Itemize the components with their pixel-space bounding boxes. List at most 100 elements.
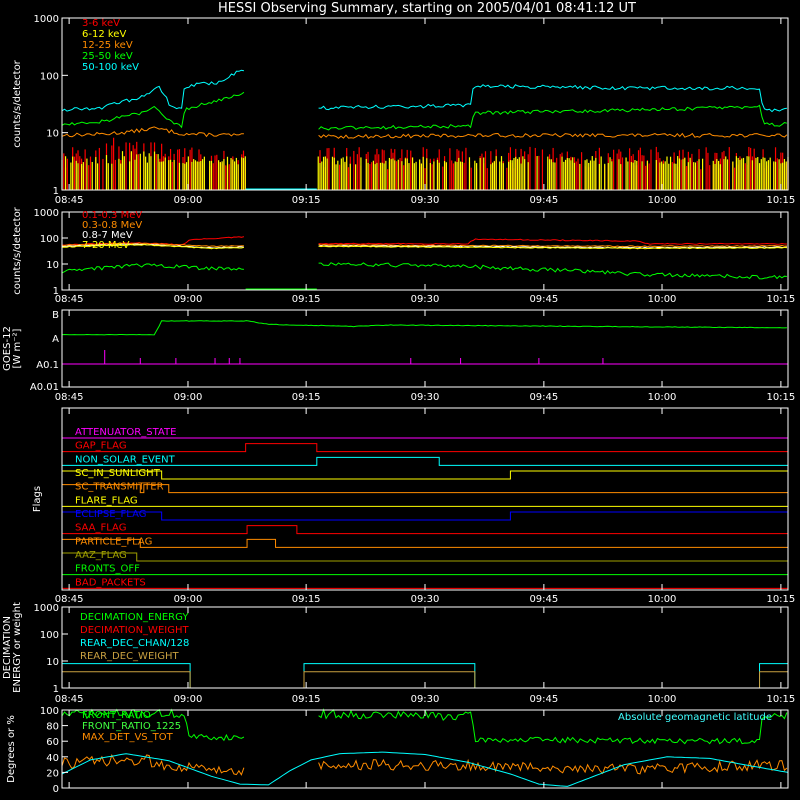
flag-label: FLARE_FLAG xyxy=(75,495,138,506)
highE-legend-item: 0.3-0.8 MeV xyxy=(82,220,142,231)
lowE-series-12-25 keV xyxy=(61,126,788,139)
geo-legend-item: MAX_DET_VS_TOT xyxy=(82,732,174,743)
flags-time-label: 08:45 xyxy=(55,594,84,605)
lowE-ytick-label: 10 xyxy=(46,129,59,140)
goes-time-label: 09:15 xyxy=(292,392,321,403)
lowE-legend-item: 3-6 keV xyxy=(82,18,120,29)
highE-time-label: 09:00 xyxy=(174,294,203,305)
decim-ytick-label: 1 xyxy=(53,684,59,695)
flag-label: GAP_FLAG xyxy=(75,441,127,452)
decim-ytick-label: 100 xyxy=(40,630,59,641)
geo-legend-item: FRONT_RATIO_1225 xyxy=(82,721,181,732)
goes-series-green xyxy=(61,320,787,336)
flag-label: AAZ_FLAG xyxy=(75,550,127,561)
flag-line-particle_flag xyxy=(61,538,788,548)
highE-legend-item: 7-20 MeV xyxy=(82,240,130,251)
geo-legend-item: FRONT_RATIO xyxy=(82,710,151,721)
lowE-ytick-label: 1000 xyxy=(34,14,59,25)
decim-time-label: 10:00 xyxy=(648,694,677,705)
lowE-series-25-50 keV xyxy=(61,91,788,131)
flags-time-label: 09:15 xyxy=(292,594,321,605)
goes-time-label: 08:45 xyxy=(55,392,84,403)
decim-time-label: 09:45 xyxy=(529,694,558,705)
goes-ylabel: GOES-12 xyxy=(2,326,13,371)
flag-line-sc_transmitter xyxy=(61,484,788,494)
decim-ytick-label: 1000 xyxy=(34,603,59,614)
highE-ytick-label: 10 xyxy=(46,260,59,271)
flags-time-label: 10:15 xyxy=(766,594,795,605)
lowE-time-label: 10:00 xyxy=(648,195,677,206)
flags-time-label: 09:45 xyxy=(529,594,558,605)
lowE-series-50-100 keV xyxy=(61,69,787,113)
goes-time-label: 10:15 xyxy=(766,392,795,403)
lowE-legend-item: 6-12 keV xyxy=(82,29,126,40)
geo-ytick-label: 100 xyxy=(40,706,59,717)
geo-series-latitude xyxy=(61,751,789,787)
flag-label: SC_IN_SUNLIGHT xyxy=(75,468,161,479)
decim-ylabel: DECIMATION xyxy=(2,616,13,679)
decim-legend-item: REAR_DEC_CHAN/128 xyxy=(80,638,189,649)
decim-ytick-label: 10 xyxy=(46,657,59,668)
highE-series-green xyxy=(61,262,787,280)
lowE-legend-item: 25-50 keV xyxy=(82,51,133,62)
highE-legend-item: 0.1-0.3 MeV xyxy=(82,210,142,221)
highE-time-label: 09:45 xyxy=(529,294,558,305)
flag-line-gap_flag xyxy=(62,443,788,453)
goes-class-label: B xyxy=(52,310,59,321)
lowE-legend-item: 12-25 keV xyxy=(82,40,133,51)
geo-series-max-det xyxy=(61,754,788,776)
lowE-time-label: 08:45 xyxy=(55,195,84,206)
lowE-time-label: 09:15 xyxy=(292,195,321,206)
highE-ytick-label: 100 xyxy=(40,234,59,245)
highE-time-label: 08:45 xyxy=(55,294,84,305)
decim-ylabel: ENERGY or weight xyxy=(12,602,23,693)
decim-series-rear_dec_weight xyxy=(62,671,788,689)
geo-ytick-label: 60 xyxy=(46,737,59,748)
decim-time-label: 09:30 xyxy=(411,694,440,705)
decim-time-label: 09:15 xyxy=(292,694,321,705)
goes-class-label: A0.01 xyxy=(30,382,59,393)
flag-line-eclipse_flag xyxy=(61,511,789,521)
flags-time-label: 09:30 xyxy=(411,594,440,605)
geo-ytick-label: 0 xyxy=(53,784,59,795)
goes-class-label: A0.1 xyxy=(36,360,59,371)
geo-ytick-label: 80 xyxy=(46,722,59,733)
lowE-ylabel: counts/s/detector xyxy=(12,59,23,147)
goes-class-label: A xyxy=(52,334,59,345)
lowE-ytick-label: 1 xyxy=(53,186,59,197)
goes-time-label: 09:00 xyxy=(174,392,203,403)
geo-ytick-label: 40 xyxy=(46,753,59,764)
flag-label: SC_TRANSMITTER xyxy=(75,482,164,493)
geo-ylabel: Degrees or % xyxy=(6,715,17,783)
chart-title: HESSI Observing Summary, starting on 200… xyxy=(218,1,636,16)
geo-annotation: Absolute geomagnetic latitude xyxy=(618,712,772,723)
flags-ylabel: Flags xyxy=(32,486,43,512)
highE-time-label: 10:00 xyxy=(648,294,677,305)
decim-legend-item: DECIMATION_WEIGHT xyxy=(80,625,189,636)
highE-time-label: 09:30 xyxy=(411,294,440,305)
highE-series-7-20 MeV xyxy=(61,243,787,250)
lowE-time-label: 09:30 xyxy=(411,195,440,206)
highE-legend-item: 0.8-7 MeV xyxy=(82,230,133,241)
flag-label: PARTICLE_FLAG xyxy=(75,536,152,547)
decim-time-label: 09:00 xyxy=(174,694,203,705)
flags-time-label: 10:00 xyxy=(648,594,677,605)
goes-time-label: 10:00 xyxy=(648,392,677,403)
highE-time-label: 10:15 xyxy=(766,294,795,305)
flag-label: NON_SOLAR_EVENT xyxy=(75,454,176,465)
flag-line-saa_flag xyxy=(62,525,788,535)
goes-time-label: 09:30 xyxy=(411,392,440,403)
flag-label: FRONTS_OFF xyxy=(75,564,140,575)
flags-time-label: 09:00 xyxy=(174,594,203,605)
decim-time-label: 08:45 xyxy=(55,694,84,705)
lowE-time-label: 10:15 xyxy=(766,195,795,206)
goes-ylabel: [W m⁻²] xyxy=(12,328,23,368)
flag-label: ECLIPSE_FLAG xyxy=(75,509,146,520)
flag-label: SAA_FLAG xyxy=(75,523,126,534)
highE-ytick-label: 1000 xyxy=(34,208,59,219)
decim-legend-item: DECIMATION_ENERGY xyxy=(80,612,189,623)
highE-series-0.1-0.3 MeV xyxy=(61,236,787,246)
decim-time-label: 10:15 xyxy=(766,694,795,705)
